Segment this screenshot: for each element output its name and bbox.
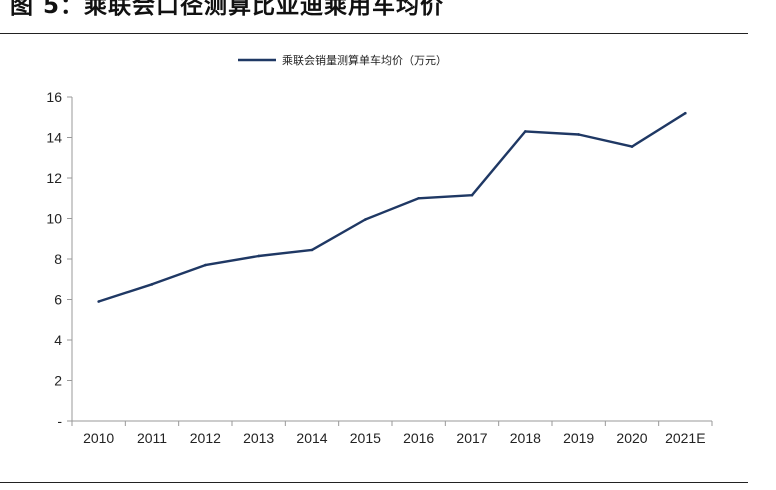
data-point xyxy=(470,193,474,197)
y-tick-label: - xyxy=(57,413,62,429)
data-point xyxy=(630,145,634,148)
y-tick-label: 2 xyxy=(54,373,62,389)
data-point xyxy=(97,300,100,303)
x-tick-label: 2012 xyxy=(190,430,221,446)
data-point xyxy=(577,133,580,136)
legend-label: 乘联会销量测算单车均价（万元） xyxy=(282,53,447,67)
x-tick-label: 2011 xyxy=(137,430,167,446)
y-tick-label: 16 xyxy=(46,89,62,105)
top-rule xyxy=(0,33,748,34)
x-tick-label: 2019 xyxy=(563,430,594,446)
data-point xyxy=(150,283,154,286)
data-point xyxy=(257,254,260,258)
x-tick-label: 2010 xyxy=(83,430,114,446)
y-tick-label: 8 xyxy=(54,251,62,267)
x-tick-label: 2017 xyxy=(456,430,487,446)
y-tick-label: 10 xyxy=(46,211,62,227)
x-tick-label: 2016 xyxy=(403,430,434,446)
bottom-rule xyxy=(0,482,748,483)
y-tick-label: 12 xyxy=(46,170,62,186)
data-point xyxy=(524,130,527,133)
x-tick-label: 2015 xyxy=(350,430,381,446)
data-point xyxy=(310,248,314,252)
y-tick-label: 4 xyxy=(54,332,62,348)
y-tick-label: 14 xyxy=(46,130,62,146)
legend: 乘联会销量测算单车均价（万元） xyxy=(238,53,447,67)
x-tick-label: 2018 xyxy=(510,430,541,446)
data-point xyxy=(684,111,687,115)
data-point xyxy=(204,263,207,267)
x-tick-label: 2021E xyxy=(665,430,705,446)
x-tick-label: 2014 xyxy=(296,430,327,446)
data-point xyxy=(417,196,420,200)
x-tick-label: 2013 xyxy=(243,430,274,446)
y-tick-label: 6 xyxy=(54,292,62,308)
x-tick-label: 2020 xyxy=(616,430,647,446)
data-point xyxy=(364,218,367,221)
series-line xyxy=(98,112,686,303)
x-axis: 2010 2011 2012 2013 2014 2015 2016 2017 2018 2019… xyxy=(71,420,713,446)
figure-title: 图 5：乘联会口径测算比亚迪乘用车均价 xyxy=(10,0,445,19)
y-axis: - 2 4 6 8 10 12 14 16 xyxy=(46,89,73,429)
